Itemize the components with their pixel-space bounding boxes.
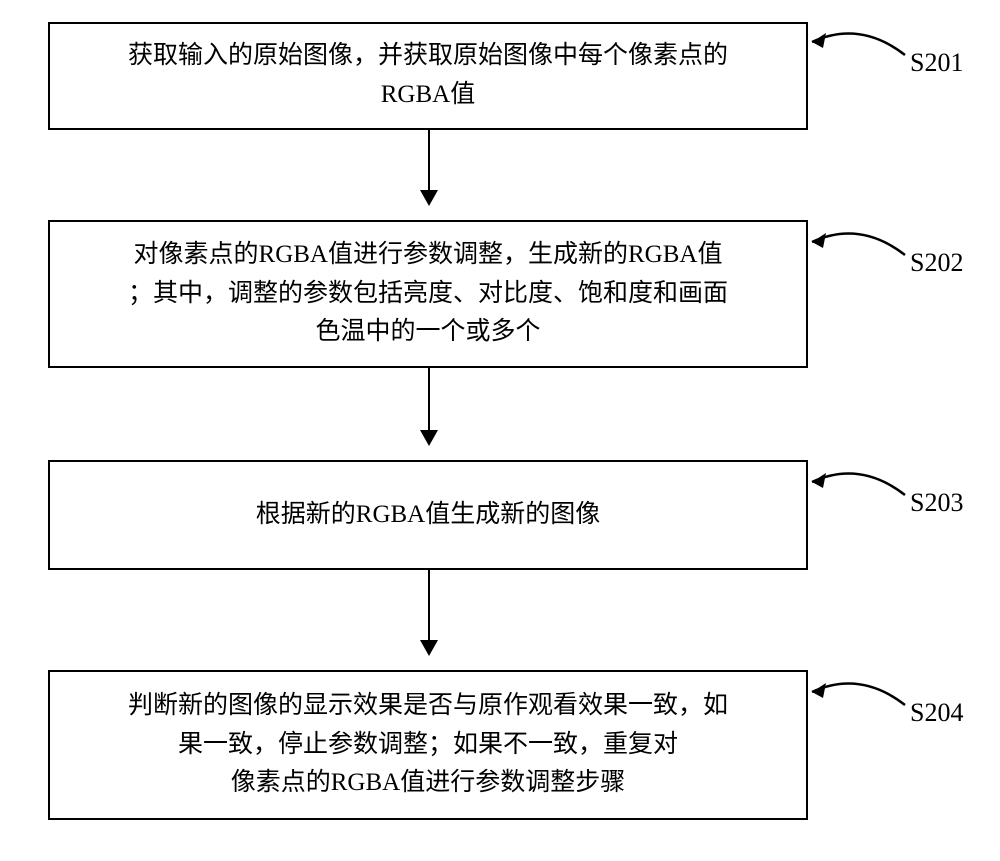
node-text: 获取输入的原始图像，并获取原始图像中每个像素点的 RGBA值 bbox=[128, 37, 728, 115]
flow-arrow-icon bbox=[428, 368, 430, 444]
node-label: S203 bbox=[910, 488, 963, 518]
callout-arrow-icon bbox=[808, 15, 918, 70]
flowchart-node-s202: 对像素点的RGBA值进行参数调整，生成新的RGBA值 ；其中，调整的参数包括亮度… bbox=[48, 220, 808, 368]
node-text: 对像素点的RGBA值进行参数调整，生成新的RGBA值 ；其中，调整的参数包括亮度… bbox=[128, 236, 728, 352]
flowchart-node-s201: 获取输入的原始图像，并获取原始图像中每个像素点的 RGBA值 bbox=[48, 22, 808, 130]
node-text: 判断新的图像的显示效果是否与原作观看效果一致，如 果一致，停止参数调整；如果不一… bbox=[128, 687, 728, 803]
flowchart-node-s203: 根据新的RGBA值生成新的图像 bbox=[48, 460, 808, 570]
callout-arrow-icon bbox=[808, 665, 918, 720]
node-label: S201 bbox=[910, 48, 963, 78]
node-text: 根据新的RGBA值生成新的图像 bbox=[256, 496, 600, 535]
flowchart-node-s204: 判断新的图像的显示效果是否与原作观看效果一致，如 果一致，停止参数调整；如果不一… bbox=[48, 670, 808, 820]
node-label: S204 bbox=[910, 698, 963, 728]
flow-arrow-icon bbox=[428, 130, 430, 204]
callout-arrow-icon bbox=[808, 455, 918, 510]
node-label: S202 bbox=[910, 248, 963, 278]
flowchart-canvas: 获取输入的原始图像，并获取原始图像中每个像素点的 RGBA值 S201 对像素点… bbox=[0, 0, 1000, 861]
callout-arrow-icon bbox=[808, 215, 918, 270]
flow-arrow-icon bbox=[428, 570, 430, 654]
